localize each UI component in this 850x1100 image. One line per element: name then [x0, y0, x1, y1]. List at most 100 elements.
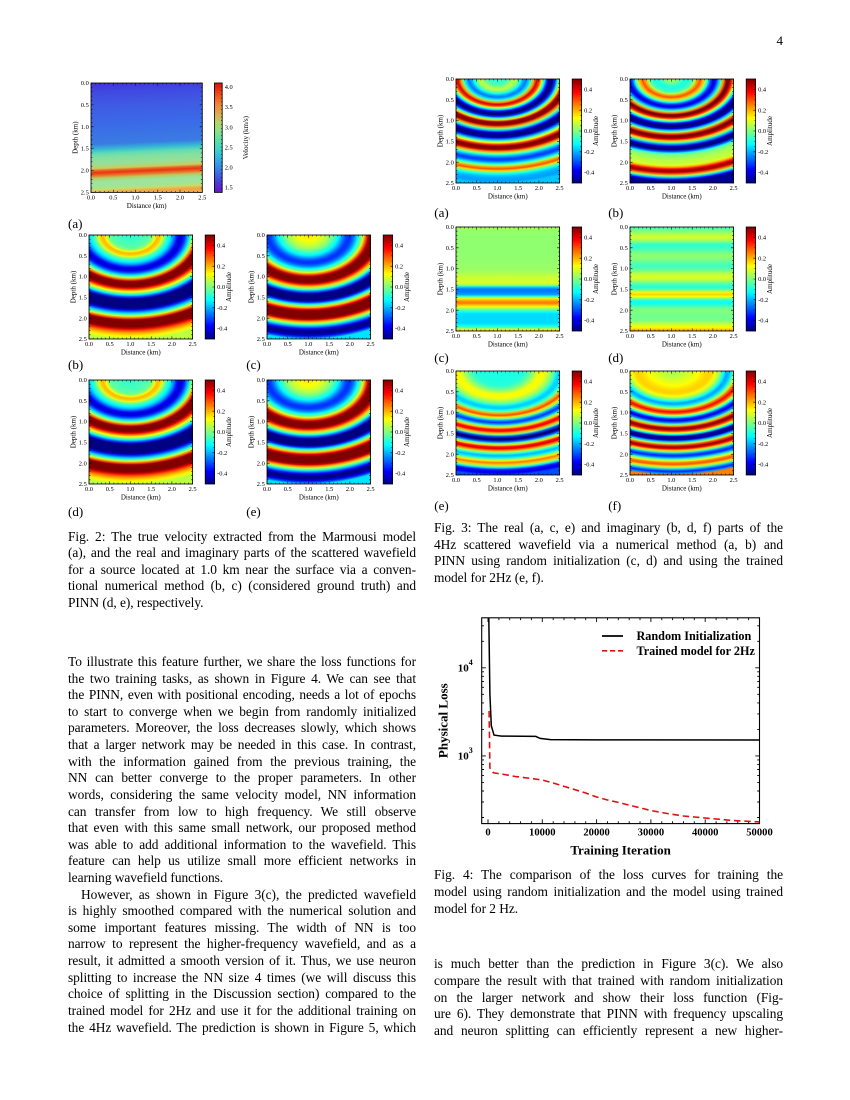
svg-text:0.0: 0.0 [257, 232, 265, 239]
svg-text:4.0: 4.0 [224, 84, 232, 91]
svg-text:Depth (km): Depth (km) [611, 406, 619, 439]
svg-text:-0.4: -0.4 [758, 318, 769, 325]
svg-text:1.5: 1.5 [688, 477, 696, 484]
svg-text:0.4: 0.4 [758, 87, 767, 94]
svg-text:50000: 50000 [746, 827, 772, 838]
svg-text:0.4: 0.4 [584, 235, 593, 242]
svg-text:Distance (km): Distance (km) [488, 485, 529, 493]
svg-text:2.0: 2.0 [168, 487, 176, 494]
svg-text:0.5: 0.5 [647, 477, 655, 484]
svg-text:Trained model for 2Hz: Trained model for 2Hz [637, 644, 756, 658]
svg-text:Amplitude: Amplitude [766, 116, 774, 146]
svg-text:1.5: 1.5 [325, 342, 333, 349]
svg-text:Depth (km): Depth (km) [71, 121, 79, 154]
svg-text:30000: 30000 [638, 827, 664, 838]
svg-text:0.0: 0.0 [79, 377, 87, 384]
svg-text:2.0: 2.0 [446, 159, 454, 166]
svg-text:0.0: 0.0 [620, 224, 628, 231]
svg-text:0.4: 0.4 [584, 379, 593, 386]
svg-text:0.0: 0.0 [758, 420, 766, 427]
svg-text:-0.4: -0.4 [217, 326, 228, 333]
svg-text:2.0: 2.0 [346, 487, 354, 494]
svg-text:-0.4: -0.4 [758, 170, 769, 177]
svg-text:-0.2: -0.2 [217, 450, 227, 457]
svg-text:4: 4 [469, 658, 473, 667]
svg-text:2.5: 2.5 [367, 487, 375, 494]
svg-text:1.5: 1.5 [257, 295, 265, 302]
svg-text:-0.4: -0.4 [395, 471, 406, 478]
svg-text:-0.2: -0.2 [584, 297, 594, 304]
svg-text:Distance (km): Distance (km) [299, 349, 340, 357]
svg-text:1.5: 1.5 [514, 185, 522, 192]
svg-text:0.0: 0.0 [584, 420, 592, 427]
svg-text:0.5: 0.5 [446, 245, 454, 252]
svg-text:0.0: 0.0 [85, 342, 93, 349]
svg-text:2.0: 2.0 [80, 168, 88, 175]
svg-text:2.5: 2.5 [446, 328, 454, 335]
svg-text:-0.4: -0.4 [395, 326, 406, 333]
svg-text:0.0: 0.0 [620, 76, 628, 83]
svg-text:-0.4: -0.4 [584, 318, 595, 325]
svg-text:1.5: 1.5 [224, 184, 232, 191]
svg-text:1.0: 1.0 [620, 410, 628, 417]
svg-text:Depth (km): Depth (km) [437, 406, 445, 439]
svg-text:1.0: 1.0 [667, 477, 675, 484]
svg-text:1.0: 1.0 [494, 185, 502, 192]
svg-text:1.5: 1.5 [688, 185, 696, 192]
svg-text:0.0: 0.0 [452, 185, 460, 192]
svg-text:0.2: 0.2 [584, 399, 592, 406]
svg-text:0.0: 0.0 [626, 334, 634, 341]
svg-text:40000: 40000 [692, 827, 718, 838]
svg-text:1.0: 1.0 [80, 124, 88, 131]
svg-text:2.0: 2.0 [620, 308, 628, 315]
svg-text:-0.2: -0.2 [758, 149, 768, 156]
svg-text:0.2: 0.2 [217, 264, 225, 271]
svg-text:0.4: 0.4 [395, 388, 404, 395]
svg-text:0.4: 0.4 [217, 243, 226, 250]
svg-text:1.5: 1.5 [79, 440, 87, 447]
svg-text:Distance (km): Distance (km) [662, 193, 703, 201]
svg-text:3.0: 3.0 [224, 124, 232, 131]
svg-text:1.0: 1.0 [79, 274, 87, 281]
svg-text:0.5: 0.5 [257, 398, 265, 405]
svg-text:2.5: 2.5 [189, 342, 197, 349]
svg-text:0.5: 0.5 [620, 245, 628, 252]
svg-text:Distance (km): Distance (km) [126, 202, 167, 210]
svg-text:1.5: 1.5 [446, 139, 454, 146]
svg-text:1.5: 1.5 [148, 342, 156, 349]
svg-text:2.0: 2.0 [79, 461, 87, 468]
svg-text:2.5: 2.5 [620, 328, 628, 335]
svg-text:Distance (km): Distance (km) [488, 341, 529, 349]
svg-text:0.0: 0.0 [584, 276, 592, 283]
svg-text:0.4: 0.4 [395, 243, 404, 250]
svg-text:2.5: 2.5 [446, 472, 454, 479]
svg-text:0.2: 0.2 [395, 264, 403, 271]
svg-text:-0.2: -0.2 [584, 441, 594, 448]
svg-text:1.5: 1.5 [446, 431, 454, 438]
svg-text:1.5: 1.5 [688, 334, 696, 341]
svg-text:2.0: 2.0 [535, 334, 543, 341]
svg-text:1.0: 1.0 [667, 185, 675, 192]
svg-text:1.5: 1.5 [79, 295, 87, 302]
svg-text:2.5: 2.5 [257, 336, 265, 343]
svg-text:2.0: 2.0 [535, 477, 543, 484]
svg-text:2.5: 2.5 [556, 334, 564, 341]
svg-text:0.5: 0.5 [446, 97, 454, 104]
svg-text:2.5: 2.5 [79, 481, 87, 488]
svg-text:2.0: 2.0 [168, 342, 176, 349]
svg-text:2.5: 2.5 [730, 185, 738, 192]
svg-text:0.0: 0.0 [79, 232, 87, 239]
svg-text:Distance (km): Distance (km) [299, 494, 340, 502]
svg-text:0.0: 0.0 [263, 487, 271, 494]
svg-text:2.0: 2.0 [257, 316, 265, 323]
svg-text:10: 10 [458, 751, 470, 763]
svg-text:0: 0 [485, 827, 490, 838]
svg-text:1.0: 1.0 [620, 266, 628, 273]
svg-text:2.5: 2.5 [620, 180, 628, 187]
svg-text:0.0: 0.0 [395, 429, 403, 436]
svg-text:-0.2: -0.2 [758, 297, 768, 304]
svg-text:0.5: 0.5 [284, 487, 292, 494]
svg-text:0.5: 0.5 [446, 389, 454, 396]
svg-text:-0.2: -0.2 [395, 450, 405, 457]
svg-text:Depth (km): Depth (km) [437, 262, 445, 295]
